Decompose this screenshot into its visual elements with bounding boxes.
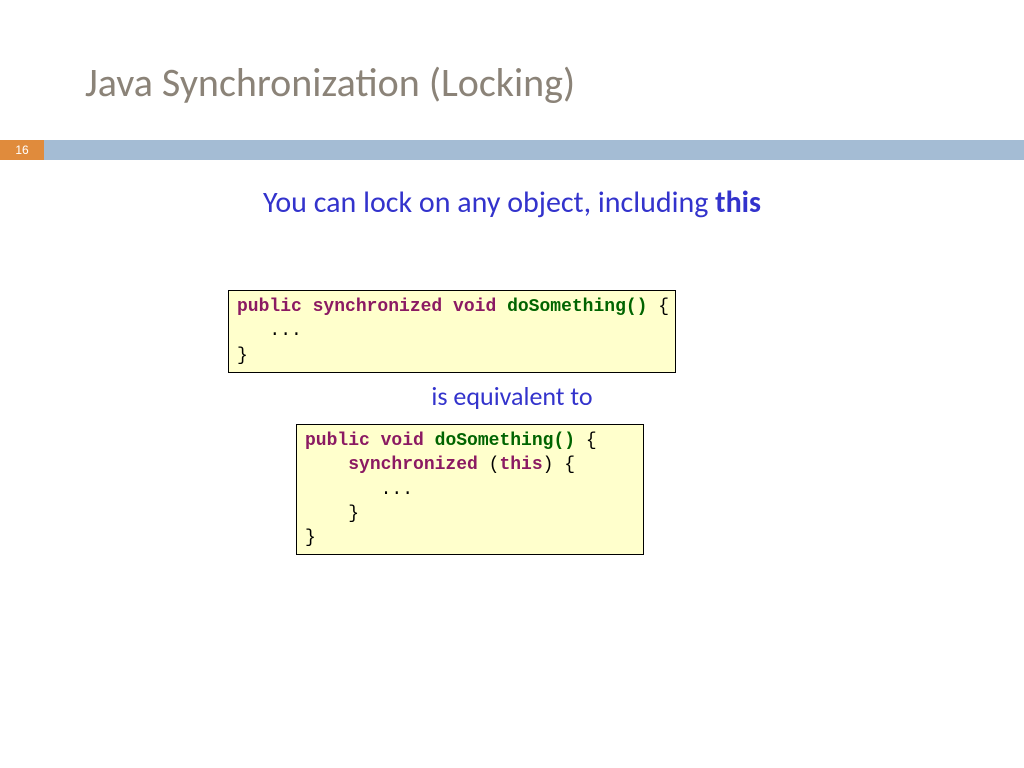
code-token-plain [424, 431, 435, 451]
code-token-keyword: synchronized [348, 455, 478, 475]
code-token-plain: ( [478, 455, 500, 475]
code-token-function: doSomething() [435, 431, 575, 451]
equivalence-text: is equivalent to [0, 380, 1024, 412]
code-token-keyword: this [499, 455, 542, 475]
slide-title: Java Synchronization (Locking) [85, 58, 575, 107]
code-token-keyword: public synchronized void [237, 297, 496, 317]
subtitle-bold: this [715, 184, 761, 221]
code-block-2: public void doSomething() { synchronized… [296, 424, 644, 555]
code-token-keyword: public void [305, 431, 424, 451]
subtitle: You can lock on any object, including th… [0, 184, 1024, 221]
header-bar: 16 [0, 140, 1024, 160]
code-token-plain [496, 297, 507, 317]
code-block-1: public synchronized void doSomething() {… [228, 290, 676, 373]
page-number-badge: 16 [0, 140, 44, 160]
code-token-function: doSomething() [507, 297, 647, 317]
subtitle-prefix: You can lock on any object, including [263, 184, 715, 221]
header-bar-fill [44, 140, 1024, 160]
